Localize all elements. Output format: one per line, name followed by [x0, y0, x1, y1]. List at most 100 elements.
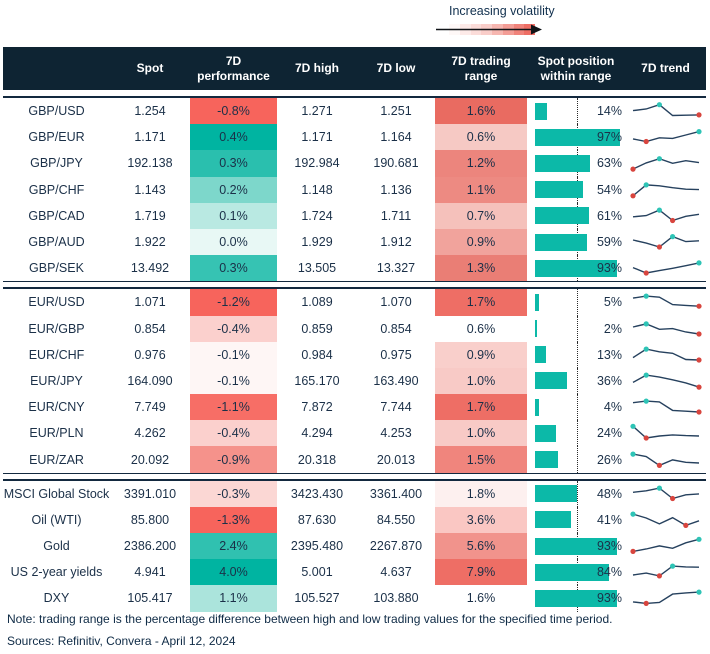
spot-value: 1.143 — [134, 182, 166, 197]
table-header: Spot 7D performance 7D high 7D low 7D tr… — [3, 47, 706, 90]
trend-cell — [625, 559, 706, 585]
position-cell: 5% — [527, 289, 625, 316]
footnote: Note: trading range is the percentage di… — [7, 612, 613, 626]
position-bar — [535, 259, 617, 277]
performance-cell: 0.2% — [190, 176, 277, 203]
performance-cell: -1.2% — [190, 289, 277, 316]
trading-range-cell: 1.8% — [435, 480, 527, 507]
position-cell: 93% — [527, 255, 625, 282]
spot-value: 105.417 — [127, 591, 173, 606]
spot-value: 7.749 — [134, 400, 166, 415]
spot-value: 1.254 — [134, 104, 166, 119]
low-value: 2267.870 — [369, 539, 423, 554]
position-cell: 24% — [527, 420, 625, 447]
midrange-dotted-line — [577, 341, 578, 368]
position-bar — [535, 233, 587, 251]
instrument-label: EUR/GBP — [28, 321, 85, 336]
sparkline — [632, 372, 702, 390]
trend-cell — [625, 342, 706, 368]
trend-cell — [625, 394, 706, 420]
sparkline — [632, 398, 702, 415]
position-bar — [535, 424, 557, 442]
position-label: 13% — [596, 347, 622, 362]
min-dot — [643, 435, 649, 441]
trading-range-cell: 0.6% — [435, 315, 527, 342]
min-dot — [656, 573, 662, 579]
position-label: 59% — [596, 235, 622, 250]
trading-range-cell: 1.1% — [435, 176, 527, 203]
trading-range-cell: 3.6% — [435, 506, 527, 533]
instrument-label: Oil (WTI) — [31, 512, 82, 527]
low-value: 103.880 — [373, 591, 419, 606]
min-dot — [656, 244, 662, 250]
high-value: 0.984 — [301, 347, 333, 362]
trading-range-cell: 1.0% — [435, 367, 527, 395]
min-dot — [695, 384, 702, 390]
sparkline — [629, 511, 699, 528]
trading-range-cell: 1.2% — [435, 150, 527, 177]
high-value: 1.271 — [301, 104, 333, 119]
high-value: 7.872 — [301, 400, 333, 415]
trend-cell — [625, 98, 706, 124]
midrange-dotted-line — [577, 289, 578, 316]
sparkline — [632, 293, 702, 310]
max-dot — [695, 589, 702, 596]
midrange-dotted-line — [577, 480, 578, 507]
position-cell: 14% — [527, 98, 625, 125]
spot-value: 85.800 — [130, 512, 170, 527]
max-dot — [669, 234, 675, 240]
spot-value: 1.719 — [134, 208, 166, 223]
instrument-label: MSCI Global Stock — [3, 486, 110, 501]
spot-value: 164.090 — [127, 373, 173, 388]
trend-cell — [625, 150, 706, 176]
performance-cell: 0.3% — [190, 150, 277, 177]
min-dot — [695, 304, 702, 310]
instrument-label: US 2-year yields — [10, 565, 103, 580]
high-value: 13.505 — [297, 261, 337, 276]
high-value: 3423.430 — [290, 486, 344, 501]
max-dot — [629, 424, 636, 430]
sources-line: Sources: Refinitiv, Convera - April 12, … — [7, 634, 236, 648]
midrange-dotted-line — [577, 367, 578, 395]
instrument-label: EUR/USD — [28, 295, 85, 310]
high-value: 2395.480 — [290, 539, 344, 554]
instrument-label: GBP/CHF — [28, 182, 85, 197]
min-dot — [629, 548, 636, 555]
position-cell: 84% — [527, 559, 625, 586]
min-dot — [682, 522, 688, 528]
table-row: GBP/CHF 1.143 0.2% 1.148 1.136 1.1% 54% — [3, 176, 706, 203]
table-row: EUR/JPY 164.090 -0.1% 165.170 163.490 1.… — [3, 367, 706, 395]
low-value: 0.854 — [380, 321, 412, 336]
instrument-label: EUR/CNY — [28, 400, 85, 415]
position-label: 61% — [596, 208, 622, 223]
performance-cell: -0.9% — [190, 446, 277, 473]
sparkline — [632, 563, 699, 579]
trend-cell — [625, 255, 706, 281]
low-value: 7.744 — [380, 400, 412, 415]
trading-range-cell: 1.6% — [435, 98, 527, 125]
instrument-label: GBP/EUR — [28, 130, 85, 145]
position-cell: 54% — [527, 176, 625, 203]
sparkline — [632, 346, 702, 363]
low-value: 1.912 — [380, 235, 412, 250]
max-dot — [643, 181, 649, 188]
sparkline — [629, 156, 699, 173]
max-dot — [656, 156, 662, 162]
position-bar — [535, 128, 621, 146]
position-label: 4% — [603, 400, 622, 415]
trend-cell — [625, 289, 706, 315]
sparkline — [632, 207, 699, 223]
table-row: Gold 2386.200 2.4% 2395.480 2267.870 5.6… — [3, 533, 706, 560]
trend-cell — [625, 420, 706, 446]
table-section: EUR/USD 1.071 -1.2% 1.089 1.070 1.7% 5% … — [3, 287, 706, 474]
high-value: 1.148 — [301, 182, 333, 197]
min-dot — [643, 139, 649, 145]
table-row: EUR/ZAR 20.092 -0.9% 20.318 20.013 1.5% … — [3, 446, 706, 473]
high-value: 20.318 — [297, 452, 337, 467]
table-row: EUR/CHF 0.976 -0.1% 0.984 0.975 0.9% 13% — [3, 341, 706, 368]
performance-cell: -1.3% — [190, 506, 277, 533]
min-dot — [643, 270, 649, 276]
instrument-label: GBP/USD — [28, 104, 85, 119]
max-dot — [669, 563, 675, 569]
midrange-dotted-line — [577, 98, 578, 125]
